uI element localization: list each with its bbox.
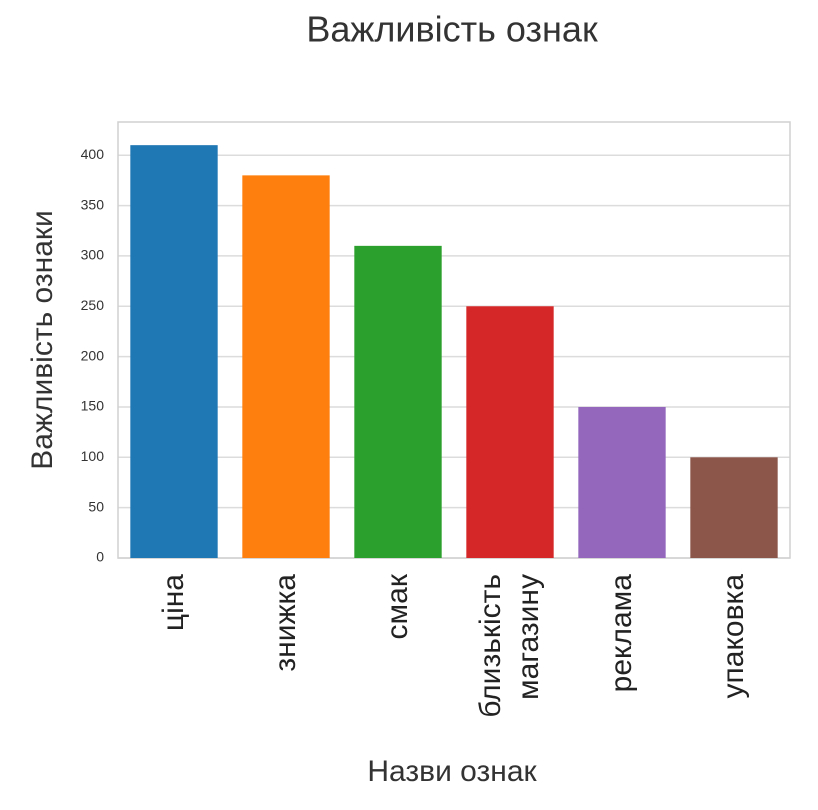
y-tick-label: 200 (81, 347, 105, 363)
y-tick-label: 150 (81, 398, 105, 414)
bar (466, 306, 554, 558)
y-tick-label: 250 (81, 297, 105, 313)
x-tick-label: упаковка (717, 574, 750, 699)
bar (354, 245, 442, 559)
chart-title: Важливість ознак (306, 9, 598, 50)
y-tick-label: 50 (88, 498, 104, 514)
plot-frame (117, 121, 791, 559)
x-axis-label: Назви ознак (367, 755, 537, 788)
x-tick-label: смак (381, 574, 414, 640)
bar (242, 175, 330, 559)
y-axis-label: Важливість ознаки (26, 210, 59, 470)
y-tick-label: 350 (81, 196, 105, 212)
y-tick-label: 100 (81, 448, 105, 464)
bar (690, 457, 778, 558)
bar (578, 406, 666, 558)
y-tick-label: 300 (81, 247, 105, 263)
y-tick-label: 400 (81, 146, 105, 162)
bar (130, 145, 218, 558)
x-tick-label: реклама (605, 574, 638, 693)
y-tick-label: 0 (96, 549, 104, 565)
x-tick-label: близькість магазину (474, 574, 545, 718)
x-tick-label: ціна (157, 574, 190, 632)
x-tick-label: знижка (269, 574, 302, 672)
